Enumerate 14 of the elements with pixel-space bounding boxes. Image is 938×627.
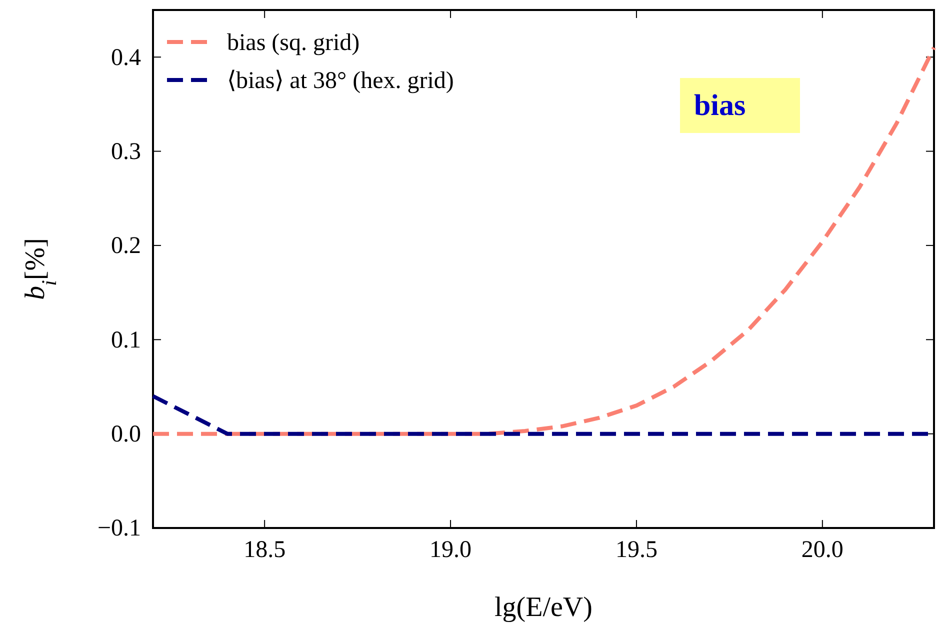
x-tick-label: 20.0 [801, 537, 844, 564]
y-tick-label: 0.1 [111, 327, 141, 354]
x-tick-label: 19.0 [430, 537, 472, 564]
legend-label: bias (sq. grid) [227, 30, 360, 56]
y-tick-label: 0.4 [111, 44, 141, 71]
x-tick-label: 19.5 [615, 537, 658, 564]
x-axis-title: lg(E/eV) [494, 592, 592, 623]
y-tick-label: 0.3 [111, 138, 141, 165]
y-tick-label: 0.0 [111, 422, 141, 448]
legend-label: ⟨bias⟩ at 38° (hex. grid) [227, 68, 454, 94]
annotation: bias [694, 89, 746, 122]
x-tick-label: 18.5 [244, 537, 286, 564]
y-tick-label: −0.1 [97, 516, 141, 542]
y-tick-label: 0.2 [111, 233, 141, 260]
